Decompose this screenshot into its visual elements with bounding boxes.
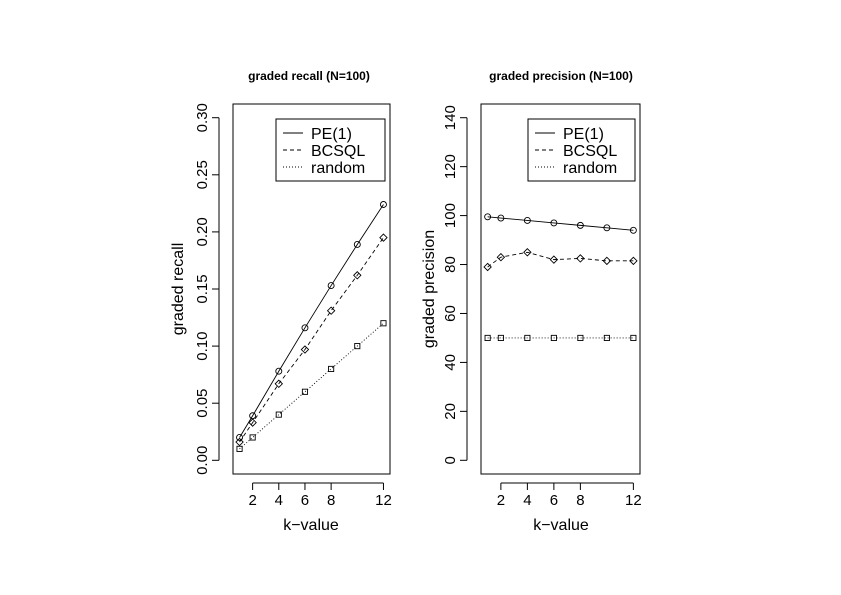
series-line-0 [487,216,634,231]
data-point [484,213,492,221]
data-point [629,256,638,266]
data-point [380,320,387,327]
data-point [576,221,584,229]
data-point [603,334,610,341]
data-point [497,334,504,341]
data-point [483,262,492,272]
data-point [354,343,361,350]
data-point [549,255,559,264]
plot-box [480,103,641,475]
y-tick-label: 0.30 [194,103,211,132]
data-point [379,233,388,242]
data-point [328,365,335,372]
y-tick-label: 0.15 [194,274,211,303]
data-point [497,214,505,222]
data-point [523,217,531,224]
data-point [326,306,336,315]
series-line-1 [239,237,384,443]
legend-label-bcsql: BCSQL [563,143,617,160]
x-tick-label: 12 [375,492,392,509]
y-tick-label: 60 [442,305,459,322]
y-tick-label: 0.25 [194,160,211,189]
data-point [577,334,584,341]
data-point [484,334,491,341]
data-point [523,248,532,257]
legend-label-pe1: PE(1) [311,126,352,143]
data-point [301,324,309,332]
data-point [275,411,282,418]
series-layer [483,213,638,341]
plot-box [232,103,391,475]
legend-label-random: random [563,160,617,177]
y-axis-label: graded recall [170,243,187,336]
data-point [235,437,244,447]
y-tick-label: 140 [442,105,459,130]
data-point [353,241,361,248]
legend-box [275,118,386,182]
data-point [300,345,310,354]
data-point [274,379,284,389]
data-point [236,434,243,441]
data-point [353,271,362,280]
y-axis: 0 20 40 60 80 100 120 140 [442,105,468,464]
data-point [249,434,256,441]
x-tick-label: 6 [550,492,558,509]
legend-label-bcsql: BCSQL [311,143,365,160]
data-point [275,367,283,375]
series-line-1 [487,251,634,268]
x-tick-label: 4 [275,492,283,509]
data-point [380,201,387,208]
x-tick-label: 4 [523,492,531,509]
data-point [301,388,309,395]
precision-panel: graded precision (N=100) 2 4 6 8 12 0 20 40 60 8… [421,69,642,534]
data-point [550,334,557,341]
y-tick-label: 20 [442,403,459,420]
y-tick-label: 80 [442,256,459,273]
data-point [236,445,243,452]
legend: PE(1) BCSQL random [275,118,386,182]
recall-panel: graded recall (N=100) 2 4 6 8 12 0.00 0.05 0.1… [170,69,392,534]
data-point [550,219,558,227]
x-tick-label: 2 [248,492,256,509]
y-axis-label: graded precision [421,230,438,348]
y-tick-label: 0 [442,456,459,464]
x-tick-label: 8 [327,492,335,509]
series-line-0 [239,204,384,438]
x-tick-label: 8 [576,492,584,509]
x-axis-label: k−value [283,517,339,534]
data-point [603,224,611,232]
data-point [576,254,585,263]
x-tick-label: 6 [301,492,309,509]
y-tick-label: 120 [442,154,459,179]
y-tick-label: 0.10 [194,331,211,360]
chart-title: graded precision (N=100) [489,69,633,83]
y-axis: 0.00 0.05 0.10 0.15 0.20 0.25 0.30 [194,103,220,475]
legend-label-random: random [311,160,365,177]
x-axis: 2 4 6 8 12 [497,482,642,509]
data-point [496,252,506,262]
data-point [602,256,612,266]
series-layer [235,201,388,452]
y-tick-label: 40 [442,354,459,371]
y-tick-label: 0.05 [194,389,211,418]
x-axis-label: k−value [533,517,589,534]
x-tick-label: 2 [497,492,505,509]
x-axis: 2 4 6 8 12 [248,482,392,509]
y-tick-label: 0.00 [194,446,211,475]
data-point [248,418,257,427]
y-tick-label: 100 [442,203,459,228]
x-tick-label: 12 [625,492,642,509]
chart-title: graded recall (N=100) [248,69,370,83]
data-point [630,334,637,341]
data-point [327,282,335,290]
legend: PE(1) BCSQL random [527,118,636,182]
legend-label-pe1: PE(1) [563,126,604,143]
series-line-2 [239,322,384,450]
data-point [629,226,637,234]
y-tick-label: 0.20 [194,217,211,246]
data-point [524,334,531,341]
